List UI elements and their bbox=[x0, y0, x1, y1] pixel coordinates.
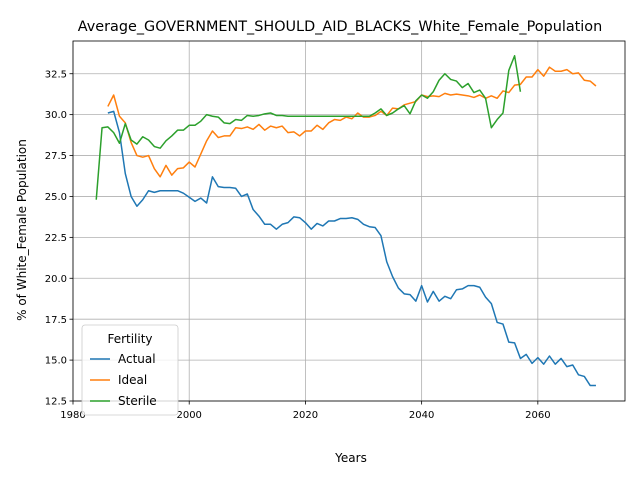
legend-label-sterile: Sterile bbox=[118, 394, 157, 408]
series-lines bbox=[95, 54, 597, 387]
series-line-actual bbox=[107, 110, 596, 387]
x-tick-label: 2000 bbox=[176, 410, 201, 421]
y-tick-label: 30.0 bbox=[45, 110, 67, 121]
series-line-ideal bbox=[107, 66, 597, 178]
y-tick-label: 17.5 bbox=[45, 315, 67, 326]
y-tick-label: 32.5 bbox=[45, 69, 67, 80]
x-tick-label: 2060 bbox=[525, 410, 550, 421]
legend-title: Fertility bbox=[107, 332, 152, 346]
chart-title: Average_GOVERNMENT_SHOULD_AID_BLACKS_Whi… bbox=[78, 19, 602, 35]
y-tick-label: 15.0 bbox=[45, 356, 67, 367]
axes-frame bbox=[72, 40, 626, 402]
y-tick-label: 20.0 bbox=[45, 274, 67, 285]
x-ticks: 1980 2000 2020 2040 2060 bbox=[60, 401, 551, 421]
legend-label-actual: Actual bbox=[118, 352, 156, 366]
legend-label-ideal: Ideal bbox=[118, 373, 147, 387]
series-line-sterile bbox=[95, 54, 522, 200]
y-tick-label: 12.5 bbox=[45, 397, 67, 408]
y-ticks: 12.5 15.0 17.5 20.0 22.5 25.0 27.5 30.0 32.5 bbox=[45, 69, 73, 408]
y-tick-label: 22.5 bbox=[45, 233, 67, 244]
x-tick-label: 1980 bbox=[60, 410, 85, 421]
y-axis-label: % of White_Female Population bbox=[15, 139, 29, 321]
x-axis-label: Years bbox=[334, 451, 367, 465]
x-tick-label: 2020 bbox=[293, 410, 318, 421]
legend: Fertility Actual Ideal Sterile bbox=[81, 324, 179, 416]
y-tick-label: 25.0 bbox=[45, 192, 67, 203]
x-tick-label: 2040 bbox=[409, 410, 434, 421]
legend-box bbox=[81, 324, 179, 416]
y-tick-label: 27.5 bbox=[45, 151, 67, 162]
